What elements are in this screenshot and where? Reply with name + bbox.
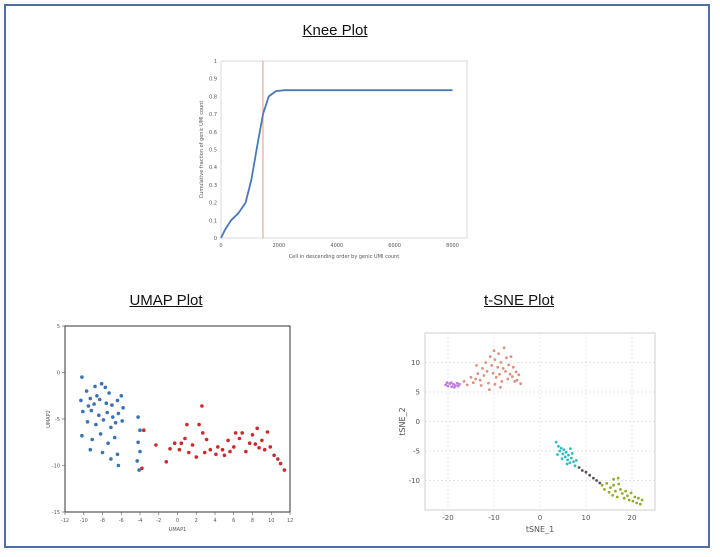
knee-plot-title: Knee Plot (302, 22, 368, 39)
tsne-plot-title: t-SNE Plot (483, 292, 555, 309)
figure-frame (4, 4, 710, 548)
umap-plot-title: UMAP Plot (129, 292, 203, 309)
